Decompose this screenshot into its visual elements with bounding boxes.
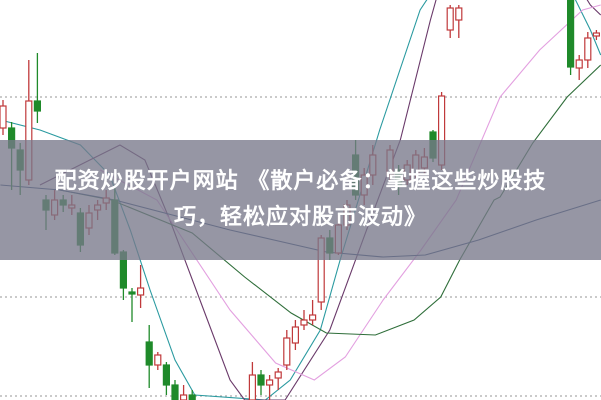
candle-up (584, 37, 592, 61)
candle-down (188, 394, 196, 400)
moving-average-line (586, 0, 601, 16)
candle-down (257, 374, 265, 386)
candle-up (291, 326, 299, 344)
candle-up (180, 394, 188, 400)
candle-up (455, 7, 463, 21)
candle-up (266, 379, 274, 386)
candle-up (0, 105, 7, 129)
candle-up (274, 371, 282, 379)
title-line-1: 配资炒股开户网站 《散户必备：掌握这些炒股技 (54, 169, 547, 194)
candle-up (248, 374, 256, 400)
candle-down (33, 100, 42, 112)
candle-up (300, 319, 308, 326)
candle-down (128, 291, 136, 295)
candle-up (446, 7, 454, 31)
moving-average-line (574, 0, 601, 56)
title-banner: 配资炒股开户网站 《散户必备：掌握这些炒股技 巧，轻松应对股市波动》 (0, 140, 601, 260)
title-line-2: 巧，轻松应对股市波动》 (173, 205, 427, 230)
candle-up (283, 337, 291, 366)
candle-down (171, 384, 179, 400)
candle-down (162, 364, 170, 386)
candle-down (566, 0, 575, 68)
moving-average-line (99, 4, 601, 381)
candle-up (575, 59, 583, 69)
candle-up (592, 32, 601, 37)
candle-up (309, 314, 317, 321)
candle-up (154, 354, 162, 366)
candle-down (145, 341, 153, 366)
candle-up (137, 287, 145, 296)
